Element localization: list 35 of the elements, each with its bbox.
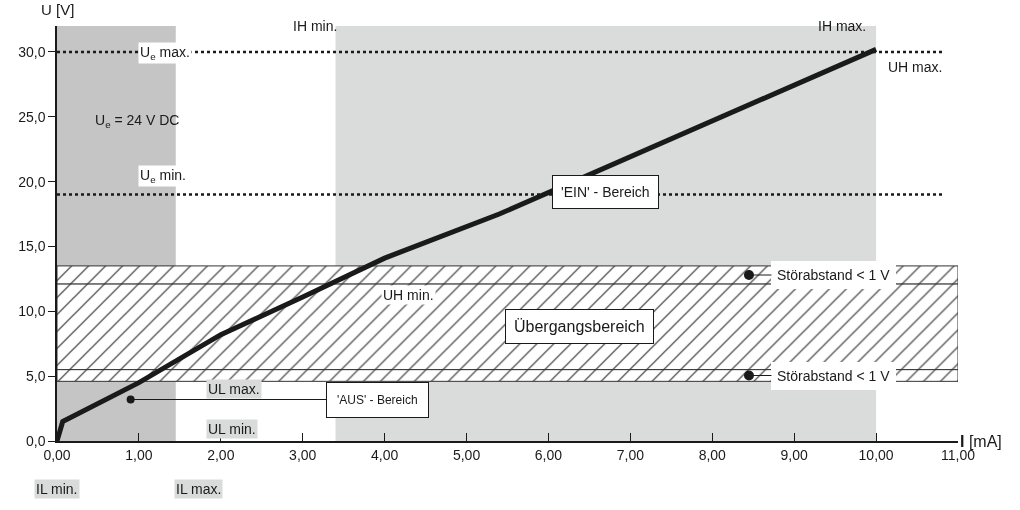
y-axis-title: U [V] [41, 1, 75, 18]
annotation: UL min. [208, 421, 256, 437]
x-tick-label: 6,00 [534, 446, 563, 463]
x-tick-label: 8,00 [698, 446, 727, 463]
band-label: 'AUS' - Bereich [337, 393, 418, 407]
band-label: Übergangsbereich [514, 318, 645, 335]
y-tick-label: 10,0 [18, 303, 46, 320]
text: IL max. [176, 481, 222, 497]
annotation: IH min. [293, 18, 338, 34]
y-tick-label: 0,0 [25, 432, 46, 449]
x-tick-label: 3,00 [289, 446, 317, 463]
x-tick-label: 9,00 [780, 446, 809, 463]
x-tick-label: 7,00 [616, 446, 645, 463]
x-tick-label: 5,00 [452, 446, 481, 463]
band-label: Störabstand < 1 V [777, 368, 891, 384]
ref-line-label: U$_{e}$ max. [140, 44, 190, 62]
band-label: Störabstand < 1 V [777, 267, 891, 283]
annotation: UH min. [383, 287, 434, 303]
x-tick-label: 0,00 [43, 446, 71, 463]
x-tick-label: 10,00 [858, 446, 894, 463]
y-tick-label: 25,0 [18, 108, 46, 125]
annotation: UL max. [208, 381, 260, 397]
band-label: 'EIN' - Bereich [561, 184, 650, 200]
annotation: IH max. [818, 18, 867, 34]
ref-line-label: U$_{e}$ min. [140, 167, 186, 185]
y-tick-label: 30,0 [18, 43, 46, 60]
x-tick-label: 1,00 [125, 446, 153, 463]
x-tick-label: 2,00 [207, 446, 235, 463]
annotation: U$_{e}$ = 24 V DC [95, 112, 180, 130]
y-tick-label: 15,0 [18, 238, 46, 255]
text: IL min. [36, 481, 78, 497]
y-tick-label: 5,0 [25, 368, 46, 385]
x-tick-label: 4,00 [371, 446, 399, 463]
annotation: UH max. [888, 59, 943, 75]
y-tick-label: 20,0 [18, 173, 46, 190]
